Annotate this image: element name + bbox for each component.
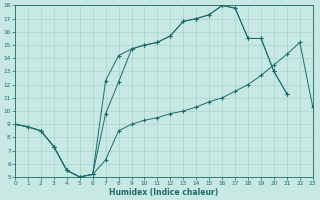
X-axis label: Humidex (Indice chaleur): Humidex (Indice chaleur) — [109, 188, 219, 197]
